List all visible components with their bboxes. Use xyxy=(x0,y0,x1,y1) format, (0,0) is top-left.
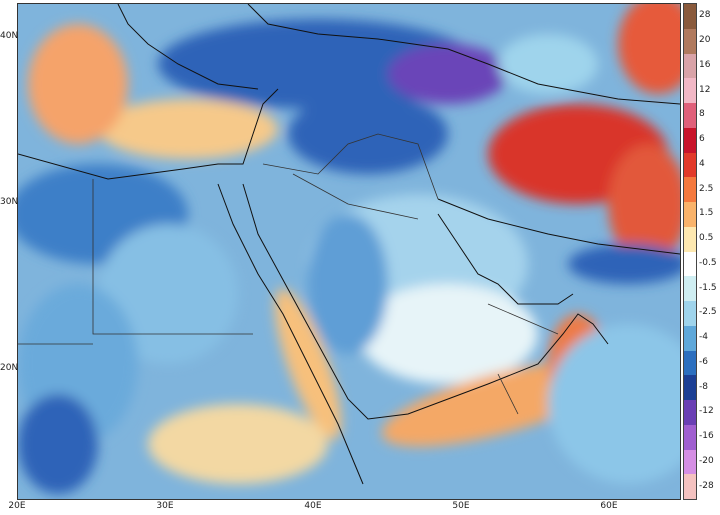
colorbar-swatch xyxy=(684,474,696,500)
colorbar-label: 16 xyxy=(699,59,711,70)
y-axis-label: 30N xyxy=(0,197,19,207)
colorbar-label: -1.5 xyxy=(699,282,717,293)
y-axis-label: 40N xyxy=(0,31,19,41)
colorbar-swatch xyxy=(684,375,696,401)
colorbar-label: -16 xyxy=(699,431,714,442)
colorbar-label: -28 xyxy=(699,480,714,491)
colorbar-label: 0.5 xyxy=(699,233,714,244)
colorbar-label: -20 xyxy=(699,455,714,466)
x-axis-label: 30E xyxy=(156,501,174,511)
colorbar-label: -4 xyxy=(699,332,708,343)
colorbar-swatch xyxy=(684,4,696,29)
colorbar-swatch xyxy=(684,78,696,104)
colorbar-swatch xyxy=(684,226,696,252)
colorbar-swatch xyxy=(684,424,696,450)
colorbar-label: 8 xyxy=(699,109,705,120)
colorbar-swatch xyxy=(684,350,696,376)
colorbar-label: -12 xyxy=(699,406,714,417)
colorbar-swatch xyxy=(684,325,696,351)
x-axis-label: 40E xyxy=(304,501,322,511)
x-axis-label: 60E xyxy=(600,501,618,511)
colorbar-swatch xyxy=(684,449,696,475)
colorbar-swatch xyxy=(684,301,696,326)
colorbar-swatch xyxy=(684,276,696,302)
temperature-anomaly-map xyxy=(18,4,680,499)
colorbar-label: -8 xyxy=(699,381,708,392)
colorbar-label: 12 xyxy=(699,84,711,95)
colorbar-swatch xyxy=(684,53,696,79)
colorbar-swatch xyxy=(684,177,696,203)
colorbar-swatch xyxy=(684,28,696,54)
colorbar-swatch xyxy=(684,152,696,178)
colorbar-label: 28 xyxy=(699,10,711,21)
x-axis-label: 50E xyxy=(452,501,470,511)
coastlines xyxy=(18,4,680,485)
colorbar-label: -6 xyxy=(699,356,708,367)
colorbar-swatch xyxy=(684,127,696,153)
colorbar-swatch xyxy=(684,251,696,277)
map-panel xyxy=(17,3,681,500)
colorbar-label: 6 xyxy=(699,134,705,145)
colorbar-label: -2.5 xyxy=(699,307,717,318)
y-axis-label: 20N xyxy=(0,363,19,373)
country-borders xyxy=(18,133,559,415)
colorbar-label: -0.5 xyxy=(699,257,717,268)
colorbar-label: 2.5 xyxy=(699,183,714,194)
colorbar-swatch xyxy=(684,202,696,227)
x-axis-label: 20E xyxy=(8,501,26,511)
colorbar-swatch xyxy=(684,400,696,425)
colorbar-swatch xyxy=(684,103,696,128)
colorbar xyxy=(683,3,697,500)
colorbar-label: 20 xyxy=(699,35,711,46)
colorbar-label: 4 xyxy=(699,158,705,169)
colorbar-label: 1.5 xyxy=(699,208,714,219)
